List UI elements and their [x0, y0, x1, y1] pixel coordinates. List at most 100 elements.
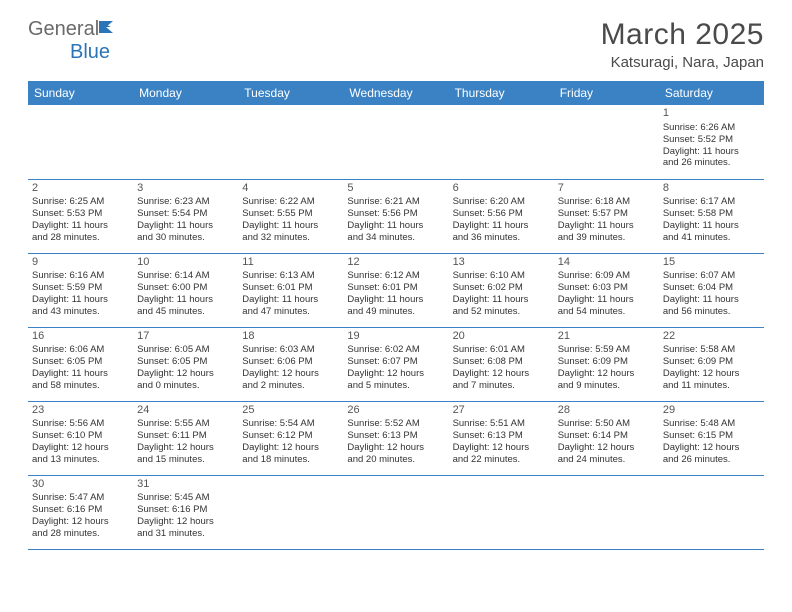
daylight-text: and 41 minutes.	[663, 232, 760, 244]
day-number: 6	[453, 182, 550, 196]
day-number: 23	[32, 404, 129, 418]
daylight-text: Daylight: 11 hours	[663, 146, 760, 158]
daylight-text: Daylight: 12 hours	[137, 516, 234, 528]
day-number: 27	[453, 404, 550, 418]
calendar-row: 2Sunrise: 6:25 AMSunset: 5:53 PMDaylight…	[28, 179, 764, 253]
sunrise-text: Sunrise: 6:06 AM	[32, 344, 129, 356]
calendar-cell: 19Sunrise: 6:02 AMSunset: 6:07 PMDayligh…	[343, 327, 448, 401]
sunset-text: Sunset: 6:01 PM	[347, 282, 444, 294]
daylight-text: and 36 minutes.	[453, 232, 550, 244]
day-number: 19	[347, 330, 444, 344]
sunrise-text: Sunrise: 5:55 AM	[137, 418, 234, 430]
daylight-text: Daylight: 12 hours	[558, 368, 655, 380]
daylight-text: and 43 minutes.	[32, 306, 129, 318]
day-number: 5	[347, 182, 444, 196]
calendar-cell: 21Sunrise: 5:59 AMSunset: 6:09 PMDayligh…	[554, 327, 659, 401]
daylight-text: and 24 minutes.	[558, 454, 655, 466]
sunset-text: Sunset: 6:16 PM	[137, 504, 234, 516]
weekday-header: Friday	[554, 81, 659, 105]
day-number: 20	[453, 330, 550, 344]
daylight-text: and 22 minutes.	[453, 454, 550, 466]
sunrise-text: Sunrise: 5:50 AM	[558, 418, 655, 430]
daylight-text: and 52 minutes.	[453, 306, 550, 318]
day-number: 14	[558, 256, 655, 270]
calendar-cell-empty	[554, 105, 659, 179]
location-label: Katsuragi, Nara, Japan	[601, 54, 764, 71]
logo: GeneralBlue	[28, 18, 125, 64]
calendar-cell: 7Sunrise: 6:18 AMSunset: 5:57 PMDaylight…	[554, 179, 659, 253]
sunrise-text: Sunrise: 6:14 AM	[137, 270, 234, 282]
daylight-text: and 28 minutes.	[32, 232, 129, 244]
weekday-header: Sunday	[28, 81, 133, 105]
day-number: 22	[663, 330, 760, 344]
daylight-text: Daylight: 11 hours	[242, 294, 339, 306]
sunset-text: Sunset: 6:04 PM	[663, 282, 760, 294]
sunset-text: Sunset: 6:07 PM	[347, 356, 444, 368]
day-number: 10	[137, 256, 234, 270]
day-number: 24	[137, 404, 234, 418]
daylight-text: and 5 minutes.	[347, 380, 444, 392]
daylight-text: Daylight: 11 hours	[663, 220, 760, 232]
daylight-text: Daylight: 11 hours	[558, 220, 655, 232]
sunrise-text: Sunrise: 5:56 AM	[32, 418, 129, 430]
sunrise-text: Sunrise: 5:51 AM	[453, 418, 550, 430]
calendar-cell-empty	[133, 105, 238, 179]
title-block: March 2025 Katsuragi, Nara, Japan	[601, 18, 764, 71]
daylight-text: Daylight: 11 hours	[453, 294, 550, 306]
sunrise-text: Sunrise: 6:22 AM	[242, 196, 339, 208]
logo-text-blue: Blue	[70, 41, 110, 63]
daylight-text: Daylight: 11 hours	[32, 220, 129, 232]
sunrise-text: Sunrise: 6:01 AM	[453, 344, 550, 356]
daylight-text: Daylight: 12 hours	[32, 516, 129, 528]
calendar-cell: 12Sunrise: 6:12 AMSunset: 6:01 PMDayligh…	[343, 253, 448, 327]
calendar-cell-empty	[554, 475, 659, 549]
calendar-cell: 13Sunrise: 6:10 AMSunset: 6:02 PMDayligh…	[449, 253, 554, 327]
calendar-cell: 8Sunrise: 6:17 AMSunset: 5:58 PMDaylight…	[659, 179, 764, 253]
sunrise-text: Sunrise: 6:26 AM	[663, 122, 760, 134]
calendar-cell: 3Sunrise: 6:23 AMSunset: 5:54 PMDaylight…	[133, 179, 238, 253]
day-number: 31	[137, 478, 234, 492]
day-number: 3	[137, 182, 234, 196]
sunrise-text: Sunrise: 5:45 AM	[137, 492, 234, 504]
sunset-text: Sunset: 6:14 PM	[558, 430, 655, 442]
page-title: March 2025	[601, 18, 764, 52]
daylight-text: Daylight: 11 hours	[242, 220, 339, 232]
sunset-text: Sunset: 6:08 PM	[453, 356, 550, 368]
daylight-text: Daylight: 12 hours	[137, 442, 234, 454]
calendar-cell-empty	[659, 475, 764, 549]
daylight-text: and 2 minutes.	[242, 380, 339, 392]
calendar-cell-empty	[343, 105, 448, 179]
calendar-cell: 24Sunrise: 5:55 AMSunset: 6:11 PMDayligh…	[133, 401, 238, 475]
daylight-text: Daylight: 12 hours	[32, 442, 129, 454]
daylight-text: and 9 minutes.	[558, 380, 655, 392]
day-number: 12	[347, 256, 444, 270]
day-number: 16	[32, 330, 129, 344]
daylight-text: and 15 minutes.	[137, 454, 234, 466]
calendar-cell: 1Sunrise: 6:26 AMSunset: 5:52 PMDaylight…	[659, 105, 764, 179]
calendar-cell: 5Sunrise: 6:21 AMSunset: 5:56 PMDaylight…	[343, 179, 448, 253]
day-number: 9	[32, 256, 129, 270]
sunset-text: Sunset: 6:15 PM	[663, 430, 760, 442]
calendar-row: 1Sunrise: 6:26 AMSunset: 5:52 PMDaylight…	[28, 105, 764, 179]
daylight-text: Daylight: 11 hours	[663, 294, 760, 306]
sunset-text: Sunset: 6:02 PM	[453, 282, 550, 294]
sunrise-text: Sunrise: 5:59 AM	[558, 344, 655, 356]
calendar-cell: 31Sunrise: 5:45 AMSunset: 6:16 PMDayligh…	[133, 475, 238, 549]
sunset-text: Sunset: 6:05 PM	[137, 356, 234, 368]
calendar-cell: 23Sunrise: 5:56 AMSunset: 6:10 PMDayligh…	[28, 401, 133, 475]
calendar-cell: 2Sunrise: 6:25 AMSunset: 5:53 PMDaylight…	[28, 179, 133, 253]
sunset-text: Sunset: 5:54 PM	[137, 208, 234, 220]
calendar-cell: 17Sunrise: 6:05 AMSunset: 6:05 PMDayligh…	[133, 327, 238, 401]
sunrise-text: Sunrise: 5:54 AM	[242, 418, 339, 430]
daylight-text: Daylight: 12 hours	[137, 368, 234, 380]
daylight-text: Daylight: 12 hours	[558, 442, 655, 454]
calendar-cell: 28Sunrise: 5:50 AMSunset: 6:14 PMDayligh…	[554, 401, 659, 475]
daylight-text: Daylight: 12 hours	[663, 368, 760, 380]
sunrise-text: Sunrise: 6:18 AM	[558, 196, 655, 208]
calendar-cell: 16Sunrise: 6:06 AMSunset: 6:05 PMDayligh…	[28, 327, 133, 401]
daylight-text: and 31 minutes.	[137, 528, 234, 540]
logo-text-gray: General	[28, 18, 99, 40]
daylight-text: and 18 minutes.	[242, 454, 339, 466]
calendar-cell: 4Sunrise: 6:22 AMSunset: 5:55 PMDaylight…	[238, 179, 343, 253]
day-number: 25	[242, 404, 339, 418]
